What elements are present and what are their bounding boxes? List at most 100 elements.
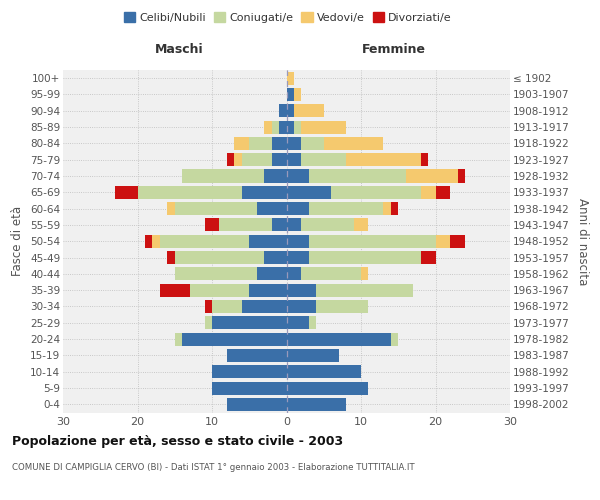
Bar bbox=[205, 300, 212, 313]
Bar bbox=[264, 120, 272, 134]
Bar bbox=[257, 268, 287, 280]
Bar bbox=[309, 170, 406, 182]
Bar bbox=[287, 234, 309, 248]
Bar bbox=[145, 234, 152, 248]
Bar bbox=[175, 332, 182, 345]
Bar bbox=[301, 268, 361, 280]
Bar bbox=[287, 153, 301, 166]
Bar bbox=[436, 234, 451, 248]
Bar bbox=[264, 251, 287, 264]
Bar bbox=[279, 120, 287, 134]
Bar bbox=[205, 218, 220, 232]
Bar bbox=[294, 88, 301, 101]
Bar bbox=[160, 284, 190, 296]
Y-axis label: Fasce di età: Fasce di età bbox=[11, 206, 25, 276]
Bar bbox=[301, 137, 324, 150]
Bar bbox=[287, 120, 294, 134]
Bar bbox=[249, 137, 272, 150]
Bar bbox=[287, 284, 316, 296]
Bar bbox=[212, 365, 287, 378]
Text: Maschi: Maschi bbox=[155, 44, 203, 57]
Bar bbox=[175, 202, 257, 215]
Bar bbox=[287, 349, 338, 362]
Bar bbox=[212, 382, 287, 394]
Bar bbox=[235, 153, 242, 166]
Bar bbox=[331, 186, 421, 199]
Bar bbox=[182, 332, 287, 345]
Bar bbox=[249, 284, 287, 296]
Bar bbox=[451, 234, 466, 248]
Bar bbox=[287, 251, 309, 264]
Bar bbox=[287, 382, 368, 394]
Bar bbox=[152, 234, 160, 248]
Bar bbox=[227, 153, 235, 166]
Bar bbox=[458, 170, 466, 182]
Bar bbox=[353, 218, 368, 232]
Bar bbox=[167, 202, 175, 215]
Bar bbox=[309, 234, 436, 248]
Bar bbox=[160, 234, 249, 248]
Bar bbox=[220, 218, 272, 232]
Bar bbox=[421, 186, 436, 199]
Bar bbox=[212, 300, 242, 313]
Bar bbox=[346, 153, 421, 166]
Bar bbox=[301, 120, 346, 134]
Bar bbox=[406, 170, 458, 182]
Legend: Celibi/Nubili, Coniugati/e, Vedovi/e, Divorziati/e: Celibi/Nubili, Coniugati/e, Vedovi/e, Di… bbox=[120, 8, 456, 28]
Bar bbox=[287, 88, 294, 101]
Bar bbox=[287, 218, 301, 232]
Bar bbox=[242, 300, 287, 313]
Bar bbox=[205, 316, 212, 330]
Bar bbox=[294, 120, 301, 134]
Bar bbox=[287, 365, 361, 378]
Bar bbox=[287, 170, 309, 182]
Bar bbox=[227, 398, 287, 411]
Bar bbox=[227, 349, 287, 362]
Bar bbox=[436, 186, 451, 199]
Bar bbox=[294, 104, 324, 118]
Bar bbox=[421, 251, 436, 264]
Bar bbox=[242, 153, 272, 166]
Bar bbox=[115, 186, 137, 199]
Bar bbox=[421, 153, 428, 166]
Bar bbox=[249, 234, 287, 248]
Bar bbox=[212, 316, 287, 330]
Bar bbox=[287, 332, 391, 345]
Bar bbox=[175, 251, 264, 264]
Bar bbox=[137, 186, 242, 199]
Bar bbox=[287, 268, 301, 280]
Bar bbox=[287, 104, 294, 118]
Bar bbox=[391, 332, 398, 345]
Bar bbox=[287, 186, 331, 199]
Bar bbox=[391, 202, 398, 215]
Bar bbox=[301, 153, 346, 166]
Bar bbox=[287, 300, 316, 313]
Bar bbox=[309, 316, 316, 330]
Bar bbox=[167, 251, 175, 264]
Bar bbox=[301, 218, 353, 232]
Bar bbox=[287, 137, 301, 150]
Bar bbox=[272, 120, 279, 134]
Bar bbox=[287, 316, 309, 330]
Bar bbox=[257, 202, 287, 215]
Bar bbox=[309, 202, 383, 215]
Bar bbox=[287, 72, 294, 85]
Bar bbox=[242, 186, 287, 199]
Bar bbox=[264, 170, 287, 182]
Y-axis label: Anni di nascita: Anni di nascita bbox=[576, 198, 589, 285]
Bar bbox=[324, 137, 383, 150]
Bar bbox=[309, 251, 421, 264]
Bar bbox=[361, 268, 368, 280]
Bar bbox=[190, 284, 249, 296]
Bar bbox=[383, 202, 391, 215]
Bar bbox=[175, 268, 257, 280]
Text: COMUNE DI CAMPIGLIA CERVO (BI) - Dati ISTAT 1° gennaio 2003 - Elaborazione TUTTI: COMUNE DI CAMPIGLIA CERVO (BI) - Dati IS… bbox=[12, 464, 415, 472]
Text: Femmine: Femmine bbox=[362, 44, 426, 57]
Bar bbox=[287, 202, 309, 215]
Bar bbox=[182, 170, 264, 182]
Bar bbox=[287, 398, 346, 411]
Bar bbox=[316, 300, 368, 313]
Bar bbox=[272, 153, 287, 166]
Text: Popolazione per età, sesso e stato civile - 2003: Popolazione per età, sesso e stato civil… bbox=[12, 434, 343, 448]
Bar bbox=[235, 137, 249, 150]
